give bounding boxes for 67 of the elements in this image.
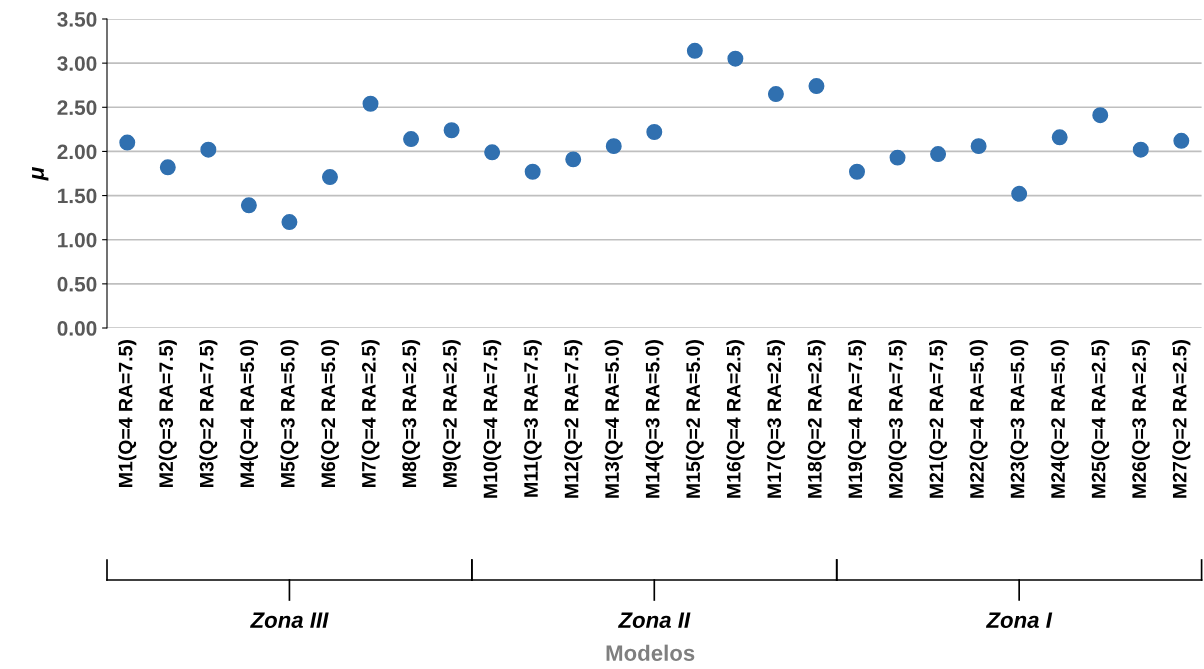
point [727, 50, 744, 67]
point [930, 146, 947, 163]
text: Modelos [606, 644, 695, 661]
point [1132, 141, 1149, 158]
x-tick-label: M15(Q=2 RA=5.0) [685, 340, 704, 498]
point [240, 197, 257, 214]
x-tick-label: M16(Q=4 RA=2.5) [726, 340, 745, 498]
x-tick-label: M17(Q=3 RA=2.5) [766, 340, 785, 498]
x-tick-label: M13(Q=4 RA=5.0) [604, 340, 623, 498]
point [119, 134, 136, 151]
y-axis-title: μ [32, 167, 49, 181]
point [970, 138, 987, 155]
y-tick-label: 3.50 [57, 12, 97, 27]
point [1051, 129, 1068, 146]
point [686, 42, 703, 59]
x-tick-label: M2(Q=3 RA=7.5) [158, 340, 177, 487]
point [159, 159, 176, 176]
point [321, 169, 338, 186]
x-tick-label: M26(Q=3 RA=2.5) [1131, 340, 1150, 498]
x-tick-label: M12(Q=2 RA=7.5) [564, 340, 583, 498]
x-tick-label: M19(Q=4 RA=7.5) [847, 340, 867, 498]
x-tick-label: M18(Q=2 RA=2.5) [807, 340, 826, 498]
x-tick-label: M20(Q=3 RA=7.5) [888, 340, 907, 498]
x-tick-label: M3(Q=2 RA=7.5) [199, 340, 218, 487]
point [1173, 132, 1190, 149]
y-tick-label: 2.00 [57, 144, 97, 160]
y-tick-label: 1.50 [58, 188, 97, 204]
point [1092, 107, 1109, 124]
y-tick-label: 3.00 [57, 56, 97, 71]
point [808, 78, 825, 95]
point [403, 131, 420, 148]
text: Zona III [250, 612, 329, 628]
point [362, 95, 379, 112]
point [443, 122, 460, 139]
y-tick-label: 0.50 [57, 276, 97, 292]
x-tick-label: M24(Q=2 RA=5.0) [1050, 340, 1069, 498]
x-tick-label: M10(Q=4 RA=7.5) [483, 340, 502, 498]
x-tick-label: M27(Q=2 RA=2.5) [1172, 340, 1191, 498]
point [484, 144, 501, 161]
point [281, 214, 298, 231]
y-tick-label: 1.00 [58, 232, 97, 248]
x-tick-label: M7(Q=4 RA=2.5) [361, 340, 380, 487]
x-tick-label: M25(Q=4 RA=2.5) [1091, 340, 1110, 498]
x-tick-label: M1(Q=4 RA=7.5) [118, 340, 137, 487]
text: Zona II [617, 612, 691, 628]
x-tick-label: M14(Q=3 RA=5.0) [645, 340, 664, 498]
x-tick-label: M21(Q=2 RA=7.5) [929, 340, 948, 498]
x-tick-label: M23(Q=3 RA=5.0) [1010, 340, 1029, 498]
x-tick-label: M6(Q=2 RA=5.0) [320, 340, 340, 487]
point [200, 141, 217, 158]
text: Zona I [985, 612, 1053, 628]
y-tick-label: 2.50 [57, 100, 97, 116]
point [565, 151, 582, 168]
point [889, 149, 906, 166]
point [605, 138, 622, 155]
x-tick-label: M8(Q=3 RA=2.5) [401, 340, 421, 487]
point [1011, 185, 1028, 202]
point [849, 163, 865, 180]
y-tick-label: 0.00 [57, 321, 97, 336]
point [524, 163, 541, 180]
x-tick-label: M4(Q=4 RA=5.0) [239, 340, 258, 487]
point [767, 86, 784, 103]
x-tick-label: M11(Q=3 RA=7.5) [523, 340, 542, 497]
x-tick-label: M22(Q=4 RA=5.0) [969, 340, 988, 498]
x-tick-label: M5(Q=3 RA=5.0) [280, 340, 299, 487]
point [646, 124, 663, 140]
x-tick-label: M9(Q=2 RA=2.5) [442, 340, 461, 487]
